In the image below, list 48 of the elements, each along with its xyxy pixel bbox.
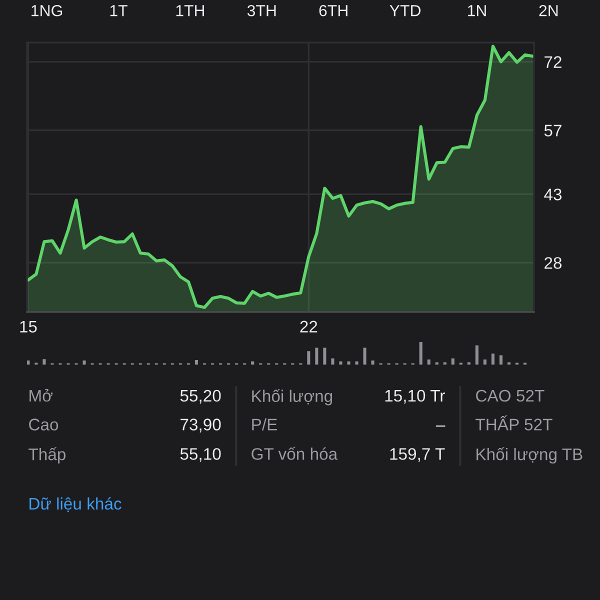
y-tick-label: 43	[544, 188, 562, 200]
bar	[427, 360, 430, 365]
bar	[331, 358, 334, 365]
text: 159,7 T	[390, 448, 445, 462]
y-tick-label: 57	[544, 124, 562, 136]
bar	[483, 360, 486, 365]
text: Khối lượng TB	[476, 447, 582, 464]
x-tick-label: 22	[300, 320, 318, 332]
text: 1N	[468, 5, 486, 16]
bar	[194, 360, 198, 365]
bar	[499, 355, 503, 365]
bar	[315, 348, 318, 365]
text: GT vốn hóa	[252, 446, 338, 460]
x-tick-label: 15	[20, 320, 37, 333]
text: THẤP 52T	[476, 415, 552, 430]
text: 3TH	[247, 4, 276, 16]
bar	[307, 351, 310, 365]
bar	[419, 342, 422, 365]
text: –	[436, 426, 446, 427]
text: Cao	[29, 418, 58, 430]
bar	[42, 359, 46, 365]
bar	[323, 348, 326, 365]
text: Thấp	[28, 447, 66, 464]
text: Mở	[30, 388, 53, 402]
text: 1T	[110, 5, 128, 16]
bar	[363, 348, 366, 365]
bar	[347, 361, 350, 365]
text: CAO 52T	[476, 390, 544, 402]
y-tick-label: 28	[544, 257, 562, 269]
text: 6TH	[319, 4, 348, 16]
text: 1TH	[176, 5, 204, 16]
y-tick-label: 72	[544, 56, 562, 68]
text: P/E	[252, 418, 277, 430]
text: 15,10 Tr	[385, 390, 445, 404]
bar	[451, 358, 454, 365]
text: 2N	[539, 4, 558, 16]
bar	[475, 345, 478, 365]
bar	[491, 354, 494, 365]
text: YTD	[390, 5, 421, 16]
text: 1NG	[32, 4, 62, 16]
text: Dữ liệu khác	[30, 497, 122, 512]
text: 55,10	[180, 448, 221, 462]
bar	[355, 361, 358, 365]
text: Khối lượng	[252, 389, 332, 406]
text: 55,20	[180, 390, 221, 404]
text: 73,90	[180, 418, 221, 432]
bar	[82, 360, 86, 365]
bar	[371, 360, 374, 365]
